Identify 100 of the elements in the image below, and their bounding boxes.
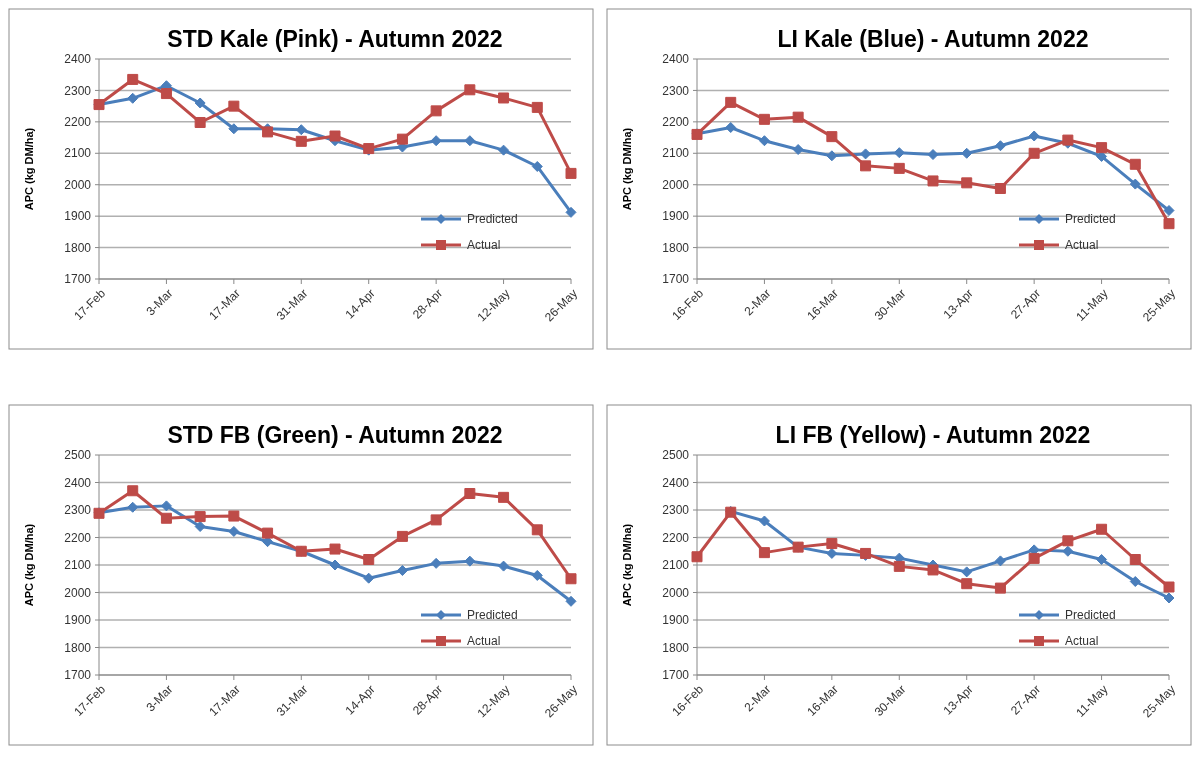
point [1028,552,1040,564]
y-tick-label: 2400 [662,475,690,490]
y-tick-label: 1900 [64,209,92,224]
y-tick-label: 2100 [662,146,690,161]
y-tick-label: 2000 [662,585,690,600]
y-axis-title: APC (kg DM/ha) [23,523,35,607]
point [464,84,476,96]
point [826,131,838,143]
point [1129,178,1141,190]
y-tick-label: 1700 [64,668,92,683]
y-tick-label: 1900 [662,613,690,628]
point [893,162,905,174]
point [565,206,577,218]
y-tick-label: 2500 [662,448,690,463]
point [295,135,307,147]
point [194,511,206,523]
legend-label: Predicted [1065,212,1116,227]
y-axis-title: APC (kg DM/ha) [621,523,633,607]
y-tick-label: 1700 [662,668,690,683]
point [994,582,1006,594]
y-tick-label: 1800 [64,640,92,655]
point [565,167,577,179]
point [194,116,206,128]
point [994,555,1006,567]
point [363,572,375,584]
point [927,149,939,161]
point [194,97,206,109]
y-tick-label: 1800 [662,640,690,655]
point [430,514,442,526]
point [994,182,1006,194]
point [691,551,703,563]
y-tick-label: 2400 [64,475,92,490]
legend-label: Predicted [1065,608,1116,623]
y-tick-label: 2300 [662,503,690,518]
point [329,130,341,142]
point [1163,204,1175,216]
point [430,135,442,147]
point [127,485,139,497]
chart-title: STD FB (Green) - Autumn 2022 [167,422,503,448]
point [1096,554,1108,565]
y-tick-label: 2300 [64,503,92,518]
point [228,100,240,112]
point [498,92,510,104]
y-tick-label: 2300 [662,83,690,98]
point [127,73,139,85]
point [1129,554,1141,565]
point [961,578,973,590]
point [758,135,770,147]
y-tick-label: 1800 [662,240,690,255]
y-tick-label: 2300 [64,83,92,98]
y-tick-label: 1900 [662,209,690,224]
legend-label: Predicted [467,212,518,227]
point [1163,581,1175,593]
point [893,560,905,572]
point [396,133,408,145]
point [961,147,973,159]
point [961,177,973,189]
point [826,538,838,550]
point [1028,147,1040,159]
point [329,559,341,571]
point [160,88,172,100]
point [430,105,442,117]
y-tick-label: 2000 [662,177,690,192]
y-tick-label: 1800 [64,240,92,255]
legend-label: Predicted [467,608,518,623]
y-tick-label: 2200 [662,530,690,545]
point [565,573,577,585]
point [464,135,476,147]
y-axis-title: APC (kg DM/ha) [23,127,35,211]
y-tick-label: 2000 [64,177,92,192]
legend-label: Actual [467,634,501,649]
point [927,564,939,576]
point [725,96,737,108]
y-tick-label: 2100 [64,146,92,161]
legend-label: Actual [1065,634,1099,649]
legend-label: Actual [467,238,501,253]
point [127,92,139,104]
point [194,521,206,532]
point [498,560,510,572]
chart-title: LI Kale (Blue) - Autumn 2022 [777,26,1089,52]
y-tick-label: 1700 [64,272,92,287]
y-axis-title: APC (kg DM/ha) [621,127,633,211]
point [498,491,510,503]
point [565,595,577,607]
point [228,510,240,522]
y-tick-label: 2100 [64,558,92,573]
point [792,111,804,123]
y-tick-label: 2200 [64,530,92,545]
point [396,530,408,542]
point [758,515,770,527]
point [531,101,543,113]
point [961,566,973,578]
y-tick-label: 2000 [64,585,92,600]
point [1163,218,1175,230]
y-tick-label: 1700 [662,272,690,287]
point [228,525,240,537]
y-tick-label: 2100 [662,558,690,573]
point [363,554,375,565]
y-tick-label: 2200 [662,115,690,130]
point [1129,576,1141,587]
